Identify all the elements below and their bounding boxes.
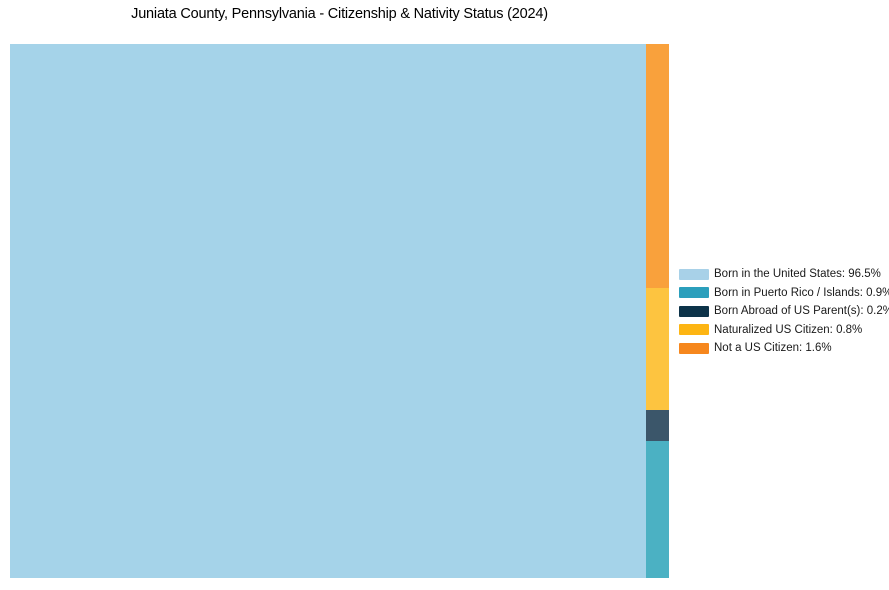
- treemap-plot: [10, 44, 669, 578]
- legend-label: Born in the United States: 96.5%: [714, 268, 881, 281]
- legend-item-naturalized-us-citizen[interactable]: Naturalized US Citizen: 0.8%: [679, 321, 889, 340]
- legend-label: Naturalized US Citizen: 0.8%: [714, 323, 863, 336]
- legend-swatch-born-in-puerto-rico-islands: [679, 287, 709, 299]
- treemap-tile-born-in-the-united-states[interactable]: [10, 44, 646, 578]
- treemap-tile-naturalized-us-citizen[interactable]: [646, 288, 669, 410]
- legend-item-born-in-puerto-rico-islands[interactable]: Born in Puerto Rico / Islands: 0.9%: [679, 284, 889, 303]
- legend-label: Born Abroad of US Parent(s): 0.2%: [714, 305, 889, 318]
- legend-item-not-a-us-citizen[interactable]: Not a US Citizen: 1.6%: [679, 339, 889, 358]
- legend-label: Born in Puerto Rico / Islands: 0.9%: [714, 286, 889, 299]
- legend-swatch-born-in-the-united-states: [679, 268, 709, 280]
- legend-item-born-in-the-united-states[interactable]: Born in the United States: 96.5%: [679, 265, 889, 284]
- chart-title: Juniata County, Pennsylvania - Citizensh…: [131, 6, 548, 22]
- legend: Born in the United States: 96.5% Born in …: [679, 265, 889, 358]
- legend-swatch-not-a-us-citizen: [679, 342, 709, 354]
- legend-item-born-abroad-of-us-parent-s[interactable]: Born Abroad of US Parent(s): 0.2%: [679, 302, 889, 321]
- treemap-tile-born-abroad-of-us-parent-s[interactable]: [646, 410, 669, 441]
- legend-swatch-naturalized-us-citizen: [679, 324, 709, 336]
- legend-label: Not a US Citizen: 1.6%: [714, 342, 832, 355]
- treemap-tile-born-in-puerto-rico-islands[interactable]: [646, 441, 669, 578]
- treemap-tile-not-a-us-citizen[interactable]: [646, 44, 669, 288]
- legend-swatch-born-abroad-of-us-parent-s: [679, 305, 709, 317]
